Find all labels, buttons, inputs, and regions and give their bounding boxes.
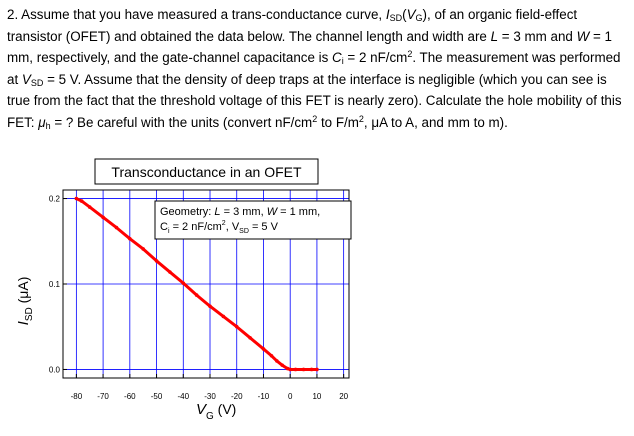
mu-subscript: h (45, 120, 51, 131)
data-point (101, 215, 105, 220)
x-tick-label: 20 (339, 392, 348, 401)
data-point (74, 196, 79, 201)
problem-text: ( (402, 7, 407, 22)
data-point (87, 205, 92, 209)
superscript: 2 (312, 113, 318, 124)
x-tick-label: -80 (71, 392, 83, 401)
isd-subscript: SD (389, 13, 403, 23)
data-point (114, 225, 119, 230)
x-axis-label: VG (V) (196, 401, 236, 422)
data-point (168, 270, 172, 274)
data-point (154, 259, 159, 263)
w-symbol: W (576, 28, 590, 44)
problem-text: = 1 mm, respectively, and the gate-chann… (7, 28, 612, 66)
vsd-subscript: SD (30, 77, 44, 88)
annotation-line-2: Ci = 2 nF/cm2, VSD = 5 V (160, 220, 279, 235)
data-point (315, 367, 319, 372)
l-symbol: L (490, 28, 499, 44)
data-point (181, 281, 186, 285)
superscript: 2 (407, 49, 413, 59)
problem-text: to F/m (317, 114, 359, 130)
data-point (221, 314, 226, 319)
data-point (275, 359, 279, 363)
annotation-box (154, 200, 352, 240)
x-tick-label: 0 (288, 392, 293, 401)
data-point (269, 353, 274, 358)
data-point (301, 367, 306, 372)
problem-text: . The measurement was performed at (7, 50, 621, 87)
chart-title: Transconductance in an OFET (111, 164, 302, 180)
x-tick-label: -70 (97, 392, 109, 401)
problem-text: = 2 nF/cm (343, 50, 408, 65)
axis-ticks: -80 -70 -60 -50 -40 -30 -20 -10 0 10 20 0.0 0.1 0.2 (49, 195, 349, 401)
x-tick-label: -10 (258, 392, 270, 401)
data-point (141, 247, 145, 251)
data-point (248, 336, 252, 340)
data-point (194, 293, 199, 297)
c-symbol: C (332, 50, 342, 65)
problem-text: ), of an organic field-effect transistor… (7, 7, 578, 44)
data-point (309, 367, 314, 372)
problem-text: = ? Be careful with the units (convert n… (50, 114, 313, 130)
title-box (94, 158, 319, 185)
problem-text: Assume that you have measured a trans-co… (18, 7, 386, 22)
data-point (234, 324, 239, 329)
data-point (128, 236, 132, 241)
vg-subscript: G (415, 13, 423, 23)
mu-symbol: μ (38, 114, 46, 130)
isd-symbol: I (385, 7, 390, 22)
x-tick-label: -50 (151, 392, 163, 401)
data-point (79, 199, 84, 203)
vsd-symbol: V (21, 71, 31, 87)
y-tick-label: 0.1 (49, 280, 61, 289)
y-tick-label: 0.0 (49, 365, 61, 374)
problem-number: 2. (7, 7, 19, 22)
data-series (74, 196, 319, 372)
problem-text: , μA to A, and mm to m). (363, 114, 508, 130)
data-point (288, 367, 292, 372)
vg-symbol: V (406, 7, 416, 22)
x-tick-label: -40 (177, 392, 189, 401)
data-point (280, 363, 284, 367)
superscript: 2 (358, 113, 364, 124)
problem-text: = 3 mm and (498, 28, 577, 44)
x-tick-label: -20 (231, 392, 243, 401)
data-point (293, 367, 298, 372)
x-tick-label: -30 (204, 392, 216, 401)
data-point (208, 304, 212, 309)
problem-text: = 5 V. Assume that the density of deep t… (7, 71, 622, 130)
y-tick-label: 0.2 (49, 195, 61, 204)
y-axis-label: ISD (μA) (15, 277, 35, 326)
annotation-line-1: Geometry: L = 3 mm, W = 1 mm, (160, 206, 320, 218)
x-tick-label: 10 (312, 392, 321, 401)
c-subscript: i (341, 56, 344, 66)
x-tick-label: -60 (124, 392, 136, 401)
problem-statement: 2. Assume that you have measured a trans… (7, 4, 629, 133)
data-point (261, 347, 266, 351)
